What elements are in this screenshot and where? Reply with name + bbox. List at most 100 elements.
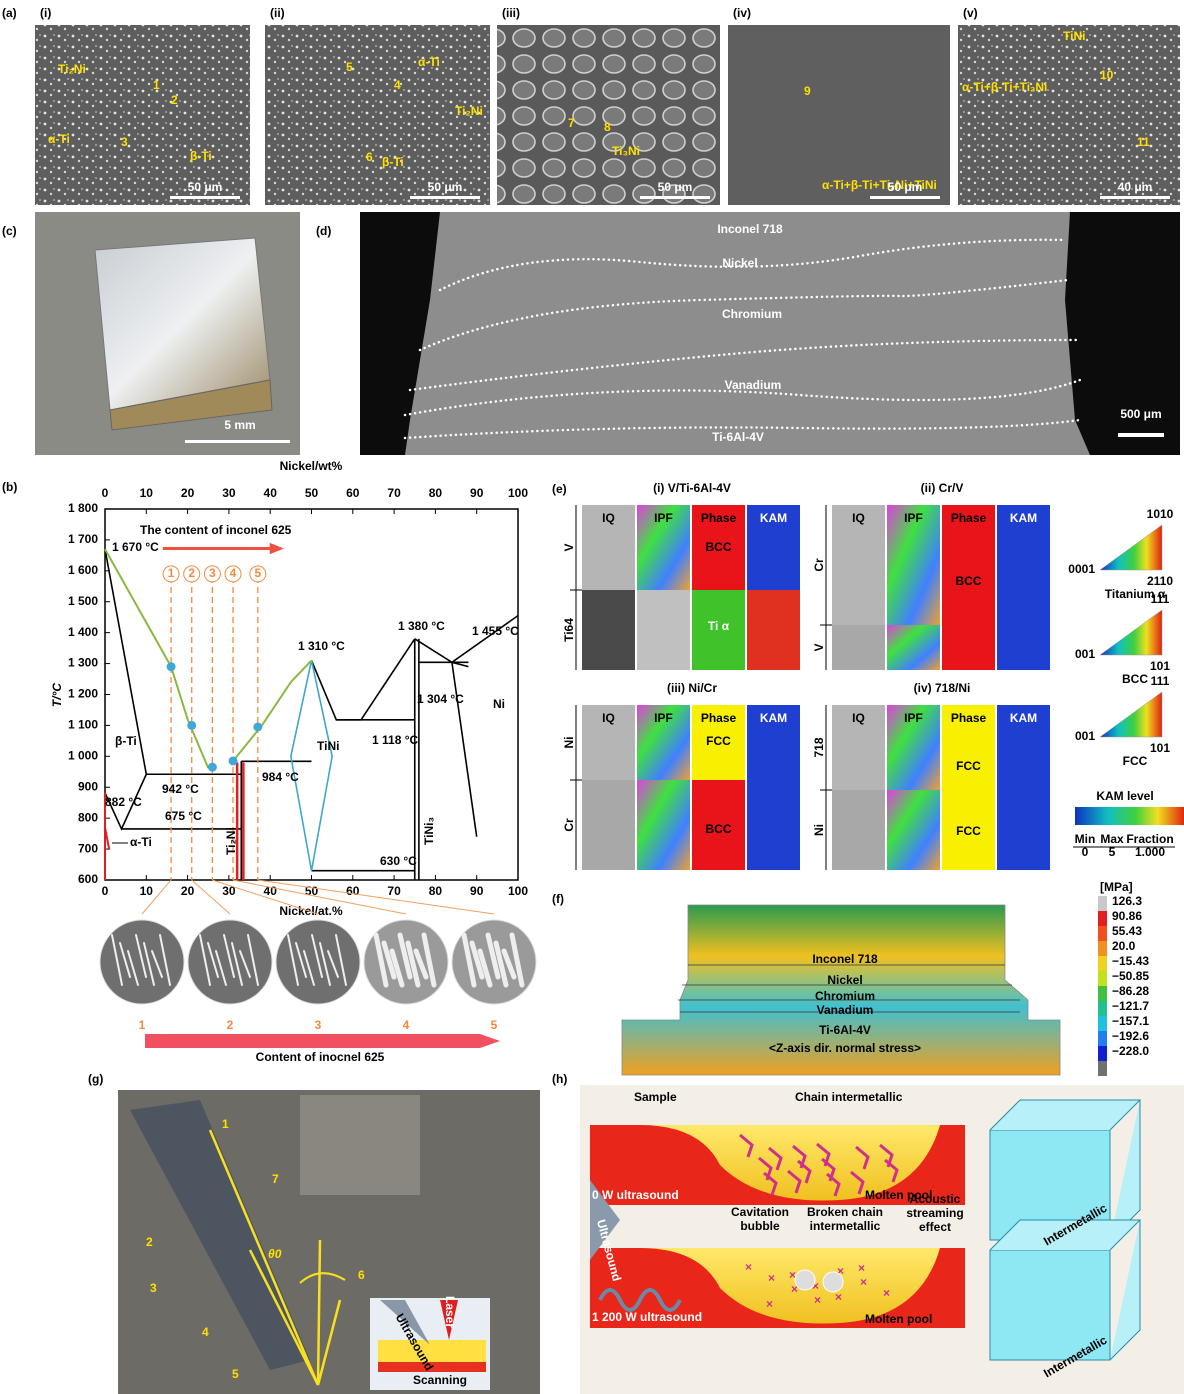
bubble [823, 1272, 843, 1292]
panel-label: (g) [88, 1072, 103, 1086]
subpanel-label: (iv) [733, 6, 751, 20]
tick-label: 80 [429, 486, 443, 500]
phase-note: 7 [568, 116, 575, 130]
tick-label: 1 700 [68, 532, 98, 546]
phase-name: FCC [956, 759, 981, 773]
panel-label: (a) [2, 6, 17, 20]
corner-label: 101 [1150, 741, 1170, 755]
tick-label: 30 [222, 486, 236, 500]
tick-label: 60 [346, 486, 360, 500]
schematic-label: Chain intermetallic [795, 1090, 903, 1104]
micrograph [958, 25, 1180, 205]
map-tile [997, 790, 1050, 870]
colorbar-label: 55.43 [1112, 924, 1142, 938]
map-tile [832, 790, 885, 870]
legend-head: Max [1100, 832, 1124, 846]
layer-name: Vanadium [817, 1003, 874, 1017]
scale-bar [410, 196, 480, 199]
fragment: × [835, 1290, 842, 1304]
schematic-label: 0 W ultrasound [592, 1188, 679, 1202]
column-header: IQ [852, 511, 865, 525]
diagram-note: 1 670 °C [112, 540, 159, 554]
micrograph-label: 4 [403, 1018, 410, 1032]
colorbar-label: 126.3 [1112, 894, 1142, 908]
phase-name: BCC [706, 540, 732, 554]
tick-label: 20 [181, 486, 195, 500]
phase-note: Ti₂Ni [58, 62, 86, 76]
page: { "a": {"label": "(a)", "panels": [ {"la… [0, 0, 1184, 1394]
layer-name: Chromium [815, 989, 875, 1003]
column-header: KAM [1010, 511, 1037, 525]
tick-label: 40 [264, 486, 278, 500]
phase-name: BCC [706, 822, 732, 836]
component-number: 6 [358, 1268, 365, 1282]
map-tile [637, 590, 690, 670]
colorbar-unit: [MPa] [1100, 880, 1133, 894]
caption: Content of inocnel 625 [256, 1050, 385, 1064]
fragment: × [814, 1293, 821, 1307]
map-tile [747, 780, 800, 870]
column-header: IPF [654, 511, 673, 525]
layer-name: Ti-6Al-4V [819, 1023, 871, 1037]
corner-label: 111 [1151, 592, 1170, 606]
column-header: IQ [602, 511, 615, 525]
tick-label: 1 000 [68, 748, 98, 762]
tick-label: 70 [387, 884, 401, 898]
phase-note: 9 [804, 84, 811, 98]
side-label: 718 [812, 737, 826, 757]
colorbar-label: −121.7 [1112, 999, 1149, 1013]
column-header: KAM [760, 711, 787, 725]
column-header: Phase [701, 711, 737, 725]
tick-label: 0 [102, 884, 109, 898]
component-number: 7 [272, 1172, 279, 1186]
panel-label: (b) [2, 480, 17, 494]
fragment: × [860, 1275, 867, 1289]
corner-label: 0001 [1068, 562, 1095, 576]
ipf-triangle [1100, 610, 1162, 655]
axis-title: Nickel/at.% [279, 904, 343, 918]
layer-name: Vanadium [725, 378, 782, 392]
tick-label: 600 [78, 872, 98, 886]
scale-text: 5 mm [224, 418, 255, 432]
side-label: Cr [812, 558, 826, 572]
scale-text: 500 μm [1120, 407, 1161, 421]
phase-note: α-Ti+β-Ti+Ti₂Ni [962, 80, 1047, 94]
phase-name: Ti α [708, 619, 730, 633]
column-header: Phase [951, 711, 987, 725]
colorbar-cell [1098, 1061, 1107, 1076]
diagram-note: 984 °C [262, 770, 299, 784]
colorbar-label: −86.28 [1112, 984, 1149, 998]
tick-label: 90 [470, 486, 484, 500]
colorbar-label: −192.6 [1112, 1029, 1149, 1043]
subpanel-label: (iii) [502, 6, 520, 20]
micrograph-label: 2 [227, 1018, 234, 1032]
map-tile [832, 625, 885, 670]
tick-label: 1 200 [68, 687, 98, 701]
schematic-label: Acoustic [910, 1192, 961, 1206]
subpanel-label: (i) [40, 6, 51, 20]
component-number: 3 [150, 1281, 157, 1295]
corner-label: 001 [1075, 729, 1095, 743]
side-label: Ni [812, 824, 826, 836]
tick-label: 100 [508, 884, 528, 898]
component-number: 5 [232, 1367, 239, 1381]
map-tile [637, 780, 690, 870]
micrograph [35, 25, 250, 205]
schematic-label: intermetallic [810, 1219, 881, 1233]
column-header: IPF [904, 711, 923, 725]
subpanel-label: (ii) [270, 6, 285, 20]
scale-text: 50 μm [428, 180, 463, 194]
tick-label: 1 600 [68, 563, 98, 577]
legend-name: FCC [1123, 754, 1148, 768]
line-shape [452, 662, 477, 836]
tick-label: 1 400 [68, 625, 98, 639]
layer-name: Inconel 718 [812, 952, 878, 966]
scale-bar [1118, 433, 1164, 437]
content-arrow [145, 1034, 500, 1048]
phase-note: 4 [394, 78, 401, 92]
bubble [795, 1270, 815, 1290]
tick-label: 50 [305, 486, 319, 500]
ti2ni-line [237, 763, 243, 880]
layer-name: Nickel [827, 973, 862, 987]
layer-name: Chromium [722, 307, 782, 321]
